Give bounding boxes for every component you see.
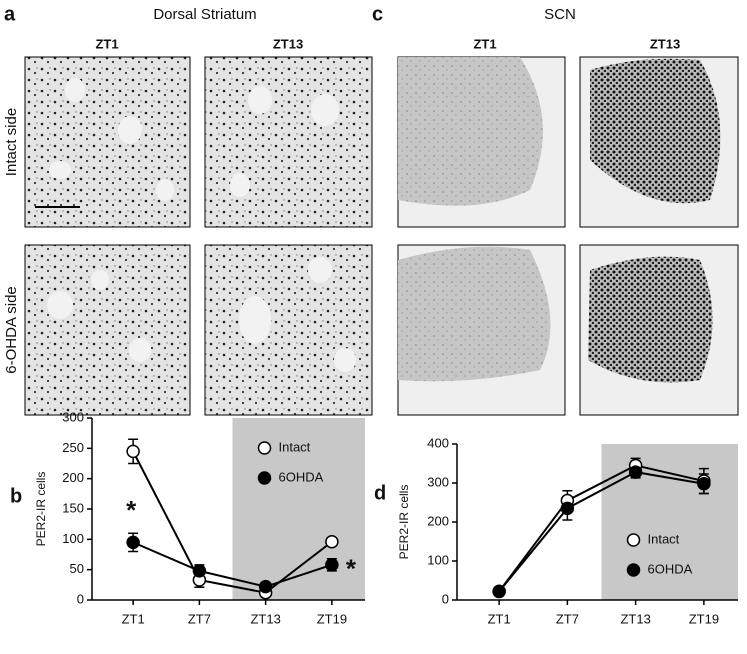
legend-label: Intact [279, 439, 311, 454]
significance-marker: * [346, 554, 357, 584]
micrograph [204, 244, 373, 416]
legend-marker [626, 563, 641, 577]
x-tick-label: ZT13 [620, 611, 650, 626]
x-tick-label: ZT19 [689, 611, 719, 626]
data-point [258, 579, 273, 594]
dark-phase [601, 444, 738, 600]
panel-title: SCN [544, 6, 576, 23]
data-point [325, 535, 339, 549]
data-point [628, 465, 643, 479]
row-label: 6-OHDA side [3, 286, 20, 374]
column-label: ZT13 [273, 36, 303, 51]
y-tick-label: 300 [427, 474, 449, 489]
x-tick-label: ZT19 [317, 611, 347, 626]
data-point [492, 584, 506, 599]
legend-label: 6OHDA [279, 469, 324, 484]
y-tick-label: 150 [62, 500, 84, 515]
legend-marker [257, 441, 272, 455]
y-tick-label: 400 [427, 435, 449, 450]
fiber-bundles [47, 78, 356, 372]
y-tick-label: 300 [62, 409, 84, 424]
tissue [398, 57, 543, 206]
y-tick-label: 200 [427, 513, 449, 528]
panel-letter: b [10, 485, 22, 507]
micrograph [24, 56, 191, 228]
column-label: ZT1 [95, 36, 118, 51]
y-tick-label: 50 [70, 561, 84, 576]
legend-label: Intact [648, 531, 680, 546]
legend-marker [626, 533, 641, 547]
data-point [192, 564, 207, 578]
series-line [498, 471, 705, 593]
x-tick-label: ZT1 [488, 611, 511, 626]
panel-title: Dorsal Striatum [153, 6, 256, 23]
x-tick-label: ZT7 [556, 611, 579, 626]
micrographs [24, 56, 739, 416]
column-label: ZT13 [650, 36, 680, 51]
y-tick-label: 0 [77, 591, 84, 606]
chart: 0 50 100 150 200 250 300 ZT1 ZT7 ZT13 ZT19 PER2-IR … [10, 409, 365, 626]
data-point [325, 558, 339, 572]
series-line [132, 541, 333, 588]
dark-phase [232, 418, 365, 600]
y-tick-label: 100 [62, 531, 84, 546]
panel-letter: a [4, 3, 16, 25]
column-label: ZT1 [473, 36, 496, 51]
significance-marker: * [126, 495, 137, 525]
y-tick-label: 200 [62, 470, 84, 485]
chart: 0 100 200 300 400 ZT1 ZT7 ZT13 ZT19 PER2-IR cells… [374, 435, 738, 626]
series-line [132, 450, 333, 594]
data-point [126, 535, 140, 550]
y-tick-label: 100 [427, 552, 449, 567]
legend-label: 6OHDA [648, 561, 693, 576]
x-tick-label: ZT1 [122, 611, 145, 626]
micrograph [24, 244, 191, 416]
x-tick-label: ZT13 [250, 611, 280, 626]
panel-letter: d [374, 482, 386, 504]
y-tick-label: 250 [62, 440, 84, 455]
data-point [697, 477, 711, 491]
data-point [126, 444, 140, 459]
tissue [588, 256, 713, 383]
micrograph [204, 56, 373, 228]
series-line [498, 464, 705, 593]
tissue [398, 246, 551, 382]
x-tick-label: ZT7 [188, 611, 211, 626]
tissue [590, 58, 721, 204]
data-point [560, 501, 575, 516]
y-axis-label: PER2-IR cells [397, 485, 411, 560]
y-axis-label: PER2-IR cells [34, 472, 48, 547]
legend-marker [257, 471, 272, 485]
row-label: Intact side [3, 108, 20, 176]
panel-letter: c [372, 3, 383, 25]
y-tick-label: 0 [442, 591, 449, 606]
